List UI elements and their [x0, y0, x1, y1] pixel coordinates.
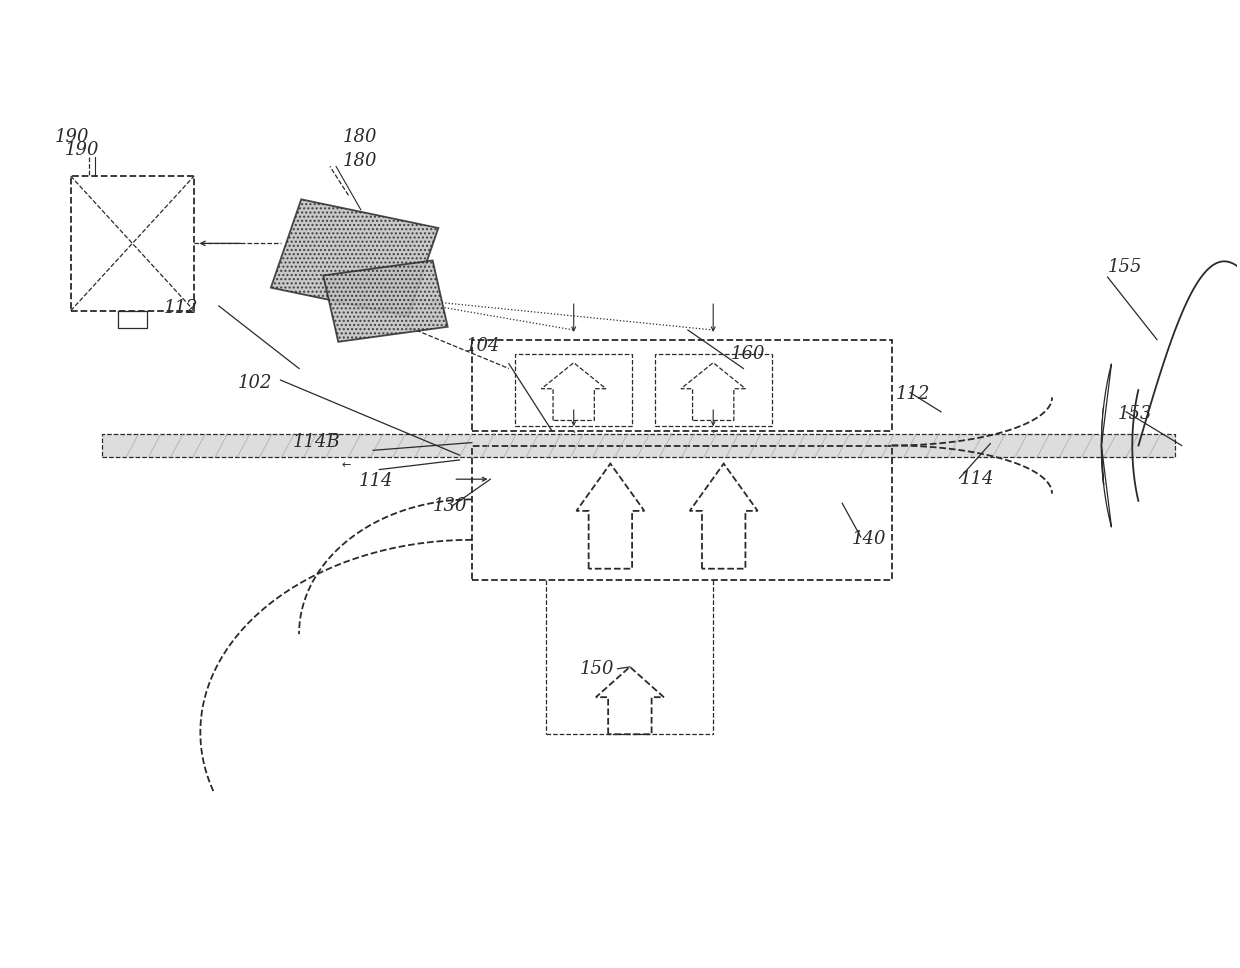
Text: $\leftarrow$: $\leftarrow$ — [339, 459, 351, 469]
Text: 112: 112 — [164, 299, 197, 317]
Bar — [472, 445, 892, 580]
Text: 150: 150 — [579, 659, 614, 678]
Text: 190: 190 — [64, 140, 99, 159]
Text: 180: 180 — [342, 152, 377, 170]
Bar — [515, 354, 632, 426]
Text: 102: 102 — [237, 374, 272, 392]
Text: 140: 140 — [852, 529, 887, 548]
Text: 180: 180 — [342, 129, 377, 146]
Polygon shape — [324, 260, 448, 342]
Text: 112: 112 — [895, 385, 930, 404]
Text: 114B: 114B — [293, 434, 341, 451]
Polygon shape — [1101, 445, 1111, 528]
Bar — [71, 176, 195, 311]
Text: 153: 153 — [1117, 405, 1152, 423]
Bar — [102, 434, 1176, 457]
Polygon shape — [1101, 364, 1111, 445]
Text: 190: 190 — [55, 129, 89, 146]
Text: 160: 160 — [732, 345, 765, 363]
Text: 114: 114 — [960, 470, 994, 488]
Text: 104: 104 — [466, 337, 500, 355]
Text: 114: 114 — [358, 472, 393, 490]
Bar — [472, 340, 892, 431]
Polygon shape — [270, 199, 438, 317]
Text: 130: 130 — [433, 497, 467, 515]
Polygon shape — [1101, 407, 1104, 485]
Bar — [655, 354, 771, 426]
Text: 155: 155 — [1107, 258, 1142, 276]
